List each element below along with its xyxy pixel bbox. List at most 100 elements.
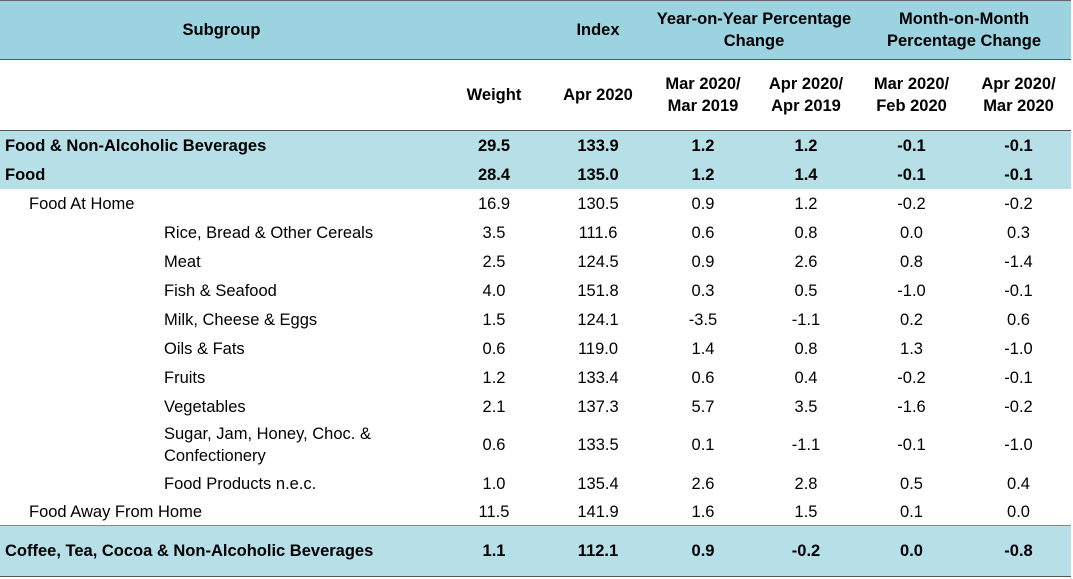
- row-label: Food Products n.e.c.: [164, 474, 317, 493]
- row-label: Sugar, Jam, Honey, Choc. & Confectionery: [164, 425, 371, 465]
- cell-weight: 11.5: [478, 502, 510, 521]
- yoy-mar-header: Mar 2020/ Mar 2019: [651, 59, 755, 131]
- cell-mom-apr: 0.4: [1007, 474, 1030, 493]
- cell-index: 133.9: [545, 130, 651, 160]
- cell-yoy-apr: 2.8: [794, 474, 818, 493]
- cell-mom-apr: -0.1: [1004, 281, 1033, 300]
- table-row: Fruits 1.2 133.4 0.6 0.4 -0.2 -0.1: [0, 363, 1071, 392]
- cell-yoy-apr: 3.5: [794, 397, 818, 416]
- cell-index: 124.5: [577, 252, 619, 271]
- row-label: Food Away From Home: [29, 502, 203, 521]
- cell-index: 133.4: [577, 368, 619, 387]
- subgroup-header: Subgroup: [0, 0, 443, 60]
- cell-index: 119.0: [577, 339, 619, 358]
- cell-mom-apr: -0.1: [1004, 368, 1033, 387]
- header-row-columns: Weight Apr 2020 Mar 2020/ Mar 2019 Apr 2…: [0, 59, 1072, 131]
- mom-mar-header: Mar 2020/ Feb 2020: [857, 59, 966, 131]
- cell-mom-apr: 0.3: [1007, 223, 1030, 242]
- cell-yoy-mar: 5.7: [691, 397, 715, 416]
- table-row: Vegetables 2.1 137.3 5.7 3.5 -1.6 -0.2: [0, 392, 1071, 421]
- cell-mom-apr: -0.8: [966, 525, 1072, 577]
- cell-mom-mar: 1.3: [900, 339, 923, 358]
- cell-yoy-mar: 0.6: [691, 223, 715, 242]
- cell-yoy-apr: 1.4: [755, 160, 857, 189]
- cell-index: 151.8: [577, 281, 619, 300]
- cell-mom-apr: 0.0: [1007, 502, 1030, 521]
- cell-mom-mar: -1.6: [897, 397, 926, 416]
- table-row: Food 28.4 135.0 1.2 1.4 -0.1 -0.1: [0, 160, 1072, 189]
- cell-mom-apr: -0.1: [966, 160, 1072, 189]
- mom-group-header: Month-on-Month Percentage Change: [857, 0, 1072, 60]
- cell-weight: 1.1: [443, 525, 545, 577]
- cell-yoy-mar: 1.4: [691, 339, 715, 358]
- cell-yoy-apr: -1.1: [791, 310, 821, 329]
- cell-yoy-apr: -0.2: [755, 525, 857, 577]
- cell-yoy-mar: 0.9: [691, 194, 715, 213]
- cell-mom-mar: -0.2: [897, 368, 926, 387]
- cell-yoy-mar: 0.1: [691, 436, 715, 454]
- cell-index: 133.5: [577, 436, 619, 454]
- row-label: Oils & Fats: [164, 339, 245, 358]
- row-label: Milk, Cheese & Eggs: [164, 310, 318, 329]
- table-row: Milk, Cheese & Eggs 1.5 124.1 -3.5 -1.1 0.2 0.…: [0, 305, 1071, 334]
- row-label: Fish & Seafood: [164, 281, 277, 300]
- header-row-groups: Subgroup Index Year-on-Year Percentage C…: [0, 0, 1072, 60]
- cell-mom-mar: -0.1: [857, 130, 966, 160]
- cell-mom-apr: -0.2: [1004, 194, 1033, 213]
- cell-index: 124.1: [577, 310, 619, 329]
- index-group-header: Index: [545, 0, 651, 60]
- cell-yoy-mar: 0.9: [651, 525, 755, 577]
- cell-weight: 2.5: [482, 252, 506, 271]
- cell-weight: 2.1: [482, 397, 506, 416]
- cell-weight: 1.5: [482, 310, 506, 329]
- table-row: Coffee, Tea, Cocoa & Non-Alcoholic Bever…: [0, 525, 1072, 577]
- cell-yoy-mar: 0.3: [691, 281, 715, 300]
- row-label: Food At Home: [29, 194, 135, 213]
- cell-weight: 1.2: [482, 368, 506, 387]
- row-label: Food & Non-Alcoholic Beverages: [0, 130, 443, 160]
- cell-yoy-apr: -1.1: [791, 436, 821, 454]
- cell-weight: 29.5: [443, 130, 545, 160]
- cell-mom-mar: 0.2: [900, 310, 923, 329]
- cell-mom-mar: 0.0: [900, 223, 923, 242]
- row-label: Rice, Bread & Other Cereals: [164, 223, 374, 242]
- cell-mom-apr: -0.1: [966, 130, 1072, 160]
- table-row: Food & Non-Alcoholic Beverages 29.5 133.9 1…: [0, 130, 1072, 160]
- cell-index: 112.1: [545, 525, 651, 577]
- cell-yoy-apr: 1.5: [794, 502, 818, 521]
- table-row: Food Away From Home 11.5 141.9 1.6 1.5 0.1 0.0: [0, 498, 1071, 526]
- index-month-header: Apr 2020: [545, 59, 651, 131]
- cell-yoy-apr: 2.6: [794, 252, 818, 271]
- header-spacer: [443, 0, 545, 60]
- cell-yoy-apr: 0.8: [794, 223, 818, 242]
- cell-mom-apr: -0.2: [1004, 397, 1033, 416]
- cell-mom-mar: -0.2: [897, 194, 926, 213]
- cell-mom-apr: -1.0: [1004, 436, 1033, 454]
- cell-weight: 16.9: [477, 194, 511, 213]
- row-label: Vegetables: [164, 397, 246, 416]
- cell-weight: 0.6: [482, 436, 506, 454]
- row-label: Coffee, Tea, Cocoa & Non-Alcoholic Bever…: [0, 525, 443, 577]
- cell-index: 111.6: [578, 223, 618, 242]
- cell-yoy-apr: 0.4: [794, 368, 818, 387]
- cell-yoy-mar: 0.9: [691, 252, 715, 271]
- cell-index: 135.4: [577, 474, 619, 493]
- cell-yoy-apr: 0.5: [794, 281, 818, 300]
- table-row: Oils & Fats 0.6 119.0 1.4 0.8 1.3 -1.0: [0, 334, 1071, 363]
- yoy-apr-header: Apr 2020/ Apr 2019: [755, 59, 857, 131]
- mom-apr-header: Apr 2020/ Mar 2020: [966, 59, 1072, 131]
- cell-mom-apr: -1.4: [1004, 252, 1033, 271]
- table-row: Sugar, Jam, Honey, Choc. & Confectionery…: [0, 421, 1071, 469]
- cell-yoy-mar: 1.6: [691, 502, 715, 521]
- weight-header: Weight: [443, 59, 545, 131]
- table-row: Meat 2.5 124.5 0.9 2.6 0.8 -1.4: [0, 247, 1071, 276]
- row-label: Food: [0, 160, 443, 189]
- cell-mom-mar: 0.5: [900, 474, 923, 493]
- subgroup-spacer: [0, 59, 443, 131]
- cell-mom-apr: 0.6: [1007, 310, 1030, 329]
- row-label: Fruits: [164, 368, 206, 387]
- cell-mom-mar: -0.1: [897, 436, 926, 454]
- cell-weight: 4.0: [482, 281, 506, 300]
- cell-yoy-mar: 0.6: [691, 368, 715, 387]
